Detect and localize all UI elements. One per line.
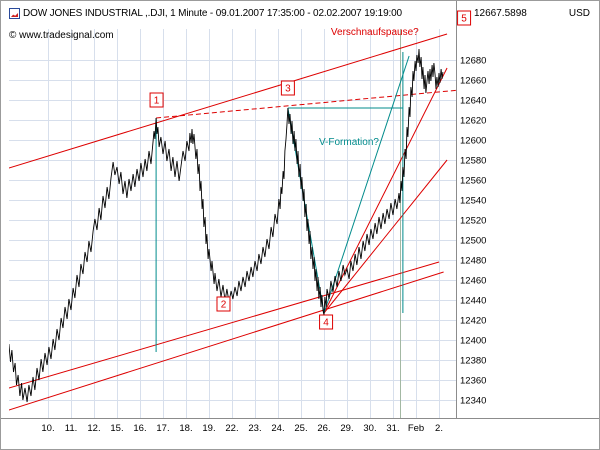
x-axis-label: 15.	[110, 423, 123, 434]
currency-label: USD	[568, 8, 590, 19]
y-axis-label: 12620	[460, 116, 486, 127]
wave-marker-label-1: 1	[154, 96, 160, 107]
y-axis-label: 12380	[460, 356, 486, 367]
y-axis-label: 12420	[460, 316, 486, 327]
annotation-breather[interactable]: Verschnaufspause?	[330, 27, 419, 38]
x-axis-label: 11.	[65, 423, 78, 434]
wave-marker-4[interactable]	[319, 314, 334, 330]
y-axis-label: 12480	[460, 256, 486, 267]
wave-marker-label-3: 3	[285, 84, 291, 95]
y-axis-label: 12500	[460, 236, 486, 247]
x-axis-label: 18.	[179, 423, 192, 434]
wave-marker-label-4: 4	[323, 318, 329, 329]
x-axis-label: 24.	[271, 423, 284, 434]
measure-line-v-right-leg[interactable]	[323, 55, 410, 314]
wave-marker-label-5: 5	[461, 14, 467, 25]
x-axis-label: Feb	[408, 423, 424, 434]
annotation-v-formation[interactable]: V-Formation?	[318, 137, 379, 148]
last-price: 12667.5898	[474, 8, 527, 19]
x-axis-label: 12.	[87, 423, 100, 434]
y-axis-label: 12600	[460, 136, 486, 147]
y-axis-label: 12560	[460, 176, 486, 187]
trend-line-upper-channel[interactable]	[9, 33, 448, 169]
y-axis-label: 12680	[460, 56, 486, 67]
x-axis-label: 29.	[340, 423, 353, 434]
y-axis-label: 12360	[460, 376, 486, 387]
x-axis-label: 2.	[435, 423, 443, 434]
x-axis-label: 22.	[225, 423, 238, 434]
x-axis-label: 16.	[133, 423, 146, 434]
y-axis-label: 12460	[460, 276, 486, 287]
wave-marker-label-2: 2	[221, 300, 227, 311]
x-axis-label: 10.	[41, 423, 54, 434]
trend-line-resistance-from-wave1[interactable]	[156, 89, 460, 119]
wave-marker-1[interactable]	[149, 92, 164, 108]
y-axis-label: 12340	[460, 396, 486, 407]
y-axis-label: 12640	[460, 96, 486, 107]
x-axis-label: 31.	[386, 423, 399, 434]
y-axis-label: 12540	[460, 196, 486, 207]
chart-title: DOW JONES INDUSTRIAL ,.DJI, 1 Minute - 0…	[23, 8, 402, 19]
trend-line-support-main[interactable]	[9, 261, 440, 389]
title-bar: DOW JONES INDUSTRIAL ,.DJI, 1 Minute - 0…	[1, 1, 599, 27]
price-line[interactable]	[9, 48, 444, 403]
trend-line-support-lower[interactable]	[9, 271, 444, 411]
x-axis-label: 25.	[294, 423, 307, 434]
x-axis-label: 23.	[248, 423, 261, 434]
gridlines	[9, 29, 456, 418]
wave-marker-3[interactable]	[280, 80, 295, 96]
wave-marker-5[interactable]	[457, 10, 472, 26]
trend-line-steep-support-2[interactable]	[323, 159, 448, 314]
y-axis-label: 12400	[460, 336, 486, 347]
y-axis-label: 12660	[460, 76, 486, 87]
x-axis-label: 17.	[156, 423, 169, 434]
copyright-watermark: © www.tradesignal.com	[9, 30, 114, 41]
y-axis-label: 12520	[460, 216, 486, 227]
app-icon	[9, 8, 20, 19]
y-axis-label: 12440	[460, 296, 486, 307]
wave-marker-2[interactable]	[216, 296, 231, 312]
x-axis-label: 26.	[317, 423, 330, 434]
y-axis-label: 12580	[460, 156, 486, 167]
x-axis-label: 19.	[202, 423, 215, 434]
x-axis-label: 30.	[363, 423, 376, 434]
